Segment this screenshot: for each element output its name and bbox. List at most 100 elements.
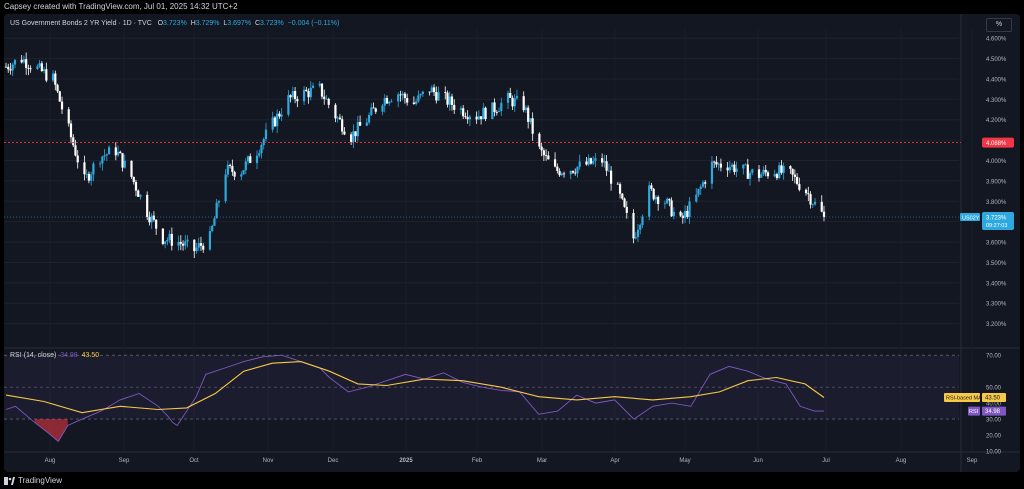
candle[interactable]: [762, 169, 765, 175]
candle[interactable]: [211, 225, 214, 231]
candle[interactable]: [9, 69, 12, 71]
candle[interactable]: [545, 155, 548, 157]
candle[interactable]: [240, 174, 243, 177]
candle[interactable]: [155, 219, 158, 229]
candle[interactable]: [742, 164, 745, 169]
candle[interactable]: [804, 189, 808, 194]
candle[interactable]: [130, 160, 133, 177]
candle[interactable]: [354, 131, 357, 137]
candle[interactable]: [748, 172, 752, 179]
candle[interactable]: [585, 161, 588, 165]
candle[interactable]: [538, 133, 541, 147]
candle[interactable]: [466, 117, 469, 120]
candle[interactable]: [45, 69, 48, 81]
candle[interactable]: [654, 196, 658, 200]
candle[interactable]: [38, 63, 41, 67]
candle[interactable]: [482, 107, 485, 120]
candle[interactable]: [652, 188, 655, 200]
candle[interactable]: [105, 154, 108, 156]
candle[interactable]: [527, 107, 530, 122]
candle[interactable]: [309, 87, 312, 98]
candle[interactable]: [813, 201, 817, 205]
candle[interactable]: [320, 83, 324, 97]
candle[interactable]: [289, 95, 292, 98]
candle[interactable]: [103, 155, 106, 157]
candle[interactable]: [428, 91, 431, 93]
candle[interactable]: [197, 243, 200, 248]
candle[interactable]: [255, 155, 259, 164]
candle[interactable]: [798, 183, 801, 190]
candle[interactable]: [381, 105, 384, 112]
candle[interactable]: [412, 102, 415, 104]
candle[interactable]: [430, 87, 433, 93]
candle[interactable]: [311, 85, 315, 88]
candle[interactable]: [370, 107, 373, 115]
candle[interactable]: [497, 110, 501, 113]
candle[interactable]: [713, 161, 716, 163]
candle[interactable]: [625, 206, 628, 213]
candle[interactable]: [69, 123, 73, 138]
candle[interactable]: [569, 170, 572, 175]
candle[interactable]: [213, 218, 216, 226]
candle[interactable]: [623, 198, 626, 207]
candle[interactable]: [358, 122, 362, 126]
candle[interactable]: [670, 200, 673, 217]
candle[interactable]: [468, 116, 472, 120]
candle[interactable]: [374, 108, 377, 112]
candle[interactable]: [7, 66, 10, 70]
candle[interactable]: [576, 166, 579, 174]
candle[interactable]: [679, 211, 682, 216]
candle[interactable]: [444, 92, 447, 93]
candle[interactable]: [276, 113, 279, 127]
candle[interactable]: [385, 98, 389, 104]
candle[interactable]: [701, 182, 705, 187]
candle[interactable]: [726, 167, 729, 171]
candle[interactable]: [621, 193, 624, 199]
candle[interactable]: [397, 94, 400, 102]
candle[interactable]: [719, 163, 723, 168]
candle[interactable]: [107, 147, 111, 155]
candle[interactable]: [560, 173, 563, 176]
candle[interactable]: [616, 183, 619, 185]
candle[interactable]: [161, 228, 164, 244]
candle[interactable]: [168, 233, 171, 241]
candle[interactable]: [450, 96, 454, 105]
candle[interactable]: [280, 114, 283, 117]
candle[interactable]: [728, 166, 731, 171]
candle[interactable]: [605, 161, 608, 171]
candle[interactable]: [132, 176, 135, 182]
candle[interactable]: [164, 241, 167, 244]
candle[interactable]: [515, 96, 519, 99]
candle[interactable]: [388, 101, 391, 104]
candle[interactable]: [233, 171, 236, 177]
candle[interactable]: [571, 170, 575, 173]
candle[interactable]: [114, 147, 117, 156]
candle[interactable]: [60, 101, 64, 110]
candle[interactable]: [464, 116, 467, 118]
candle[interactable]: [325, 98, 328, 100]
candle[interactable]: [399, 94, 402, 96]
candle[interactable]: [215, 202, 218, 219]
candle[interactable]: [695, 194, 698, 202]
candle[interactable]: [4, 66, 8, 68]
candle[interactable]: [296, 99, 299, 102]
candle[interactable]: [177, 242, 180, 246]
candle[interactable]: [146, 194, 149, 218]
candle[interactable]: [72, 137, 75, 146]
candle[interactable]: [668, 198, 671, 201]
candle[interactable]: [733, 164, 736, 172]
candle[interactable]: [287, 95, 290, 115]
candle[interactable]: [558, 170, 561, 176]
candle[interactable]: [181, 243, 185, 246]
candle[interactable]: [341, 119, 344, 132]
candle[interactable]: [820, 201, 823, 212]
candle[interactable]: [350, 134, 353, 142]
candle[interactable]: [663, 203, 666, 205]
candle[interactable]: [42, 69, 46, 72]
candle[interactable]: [229, 164, 232, 166]
candle[interactable]: [462, 108, 465, 117]
candle[interactable]: [421, 91, 424, 95]
candle[interactable]: [258, 153, 261, 156]
candle[interactable]: [419, 94, 422, 96]
candle[interactable]: [139, 194, 142, 197]
